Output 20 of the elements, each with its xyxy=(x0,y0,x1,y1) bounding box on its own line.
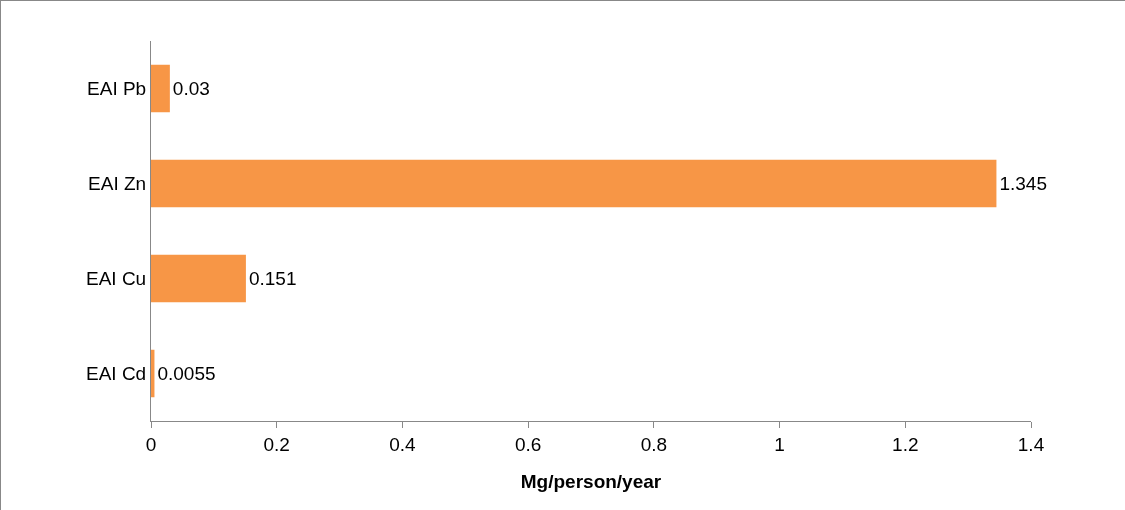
x-tick-label: 0.8 xyxy=(640,433,668,455)
x-tick-label: 0.2 xyxy=(263,433,290,455)
y-tick-label: EAI Cd xyxy=(86,363,147,385)
data-label: 0.0055 xyxy=(157,363,216,384)
x-tick-label: 1.2 xyxy=(892,433,919,455)
data-label: 0.151 xyxy=(248,268,297,289)
x-tick-label: 0.4 xyxy=(389,433,417,455)
bar xyxy=(151,64,170,113)
y-tick-label: EAI Cu xyxy=(86,268,147,290)
x-axis-title: Mg/person/year xyxy=(520,471,662,492)
data-label: 1.345 xyxy=(999,173,1047,194)
data-label: 0.03 xyxy=(172,78,210,99)
x-tick-label: 1.4 xyxy=(1017,433,1045,455)
x-tick-label: 0.6 xyxy=(514,433,542,455)
bar xyxy=(151,254,246,303)
x-tick-label: 0 xyxy=(145,433,157,455)
y-tick-label: EAI Pb xyxy=(87,78,147,100)
y-tick-label: EAI Zn xyxy=(88,173,147,195)
bar xyxy=(151,159,997,208)
x-tick-label: 1 xyxy=(774,433,785,455)
